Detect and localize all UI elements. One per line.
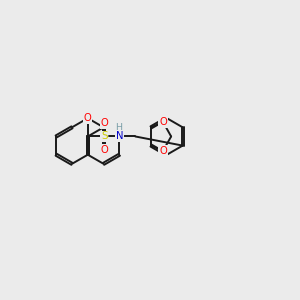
Text: H: H [115, 123, 122, 132]
Text: O: O [100, 118, 108, 128]
Text: N: N [116, 131, 124, 142]
Text: O: O [159, 146, 167, 156]
Text: S: S [101, 131, 107, 142]
Text: O: O [100, 145, 108, 155]
Text: O: O [159, 117, 167, 127]
Text: O: O [84, 113, 92, 123]
